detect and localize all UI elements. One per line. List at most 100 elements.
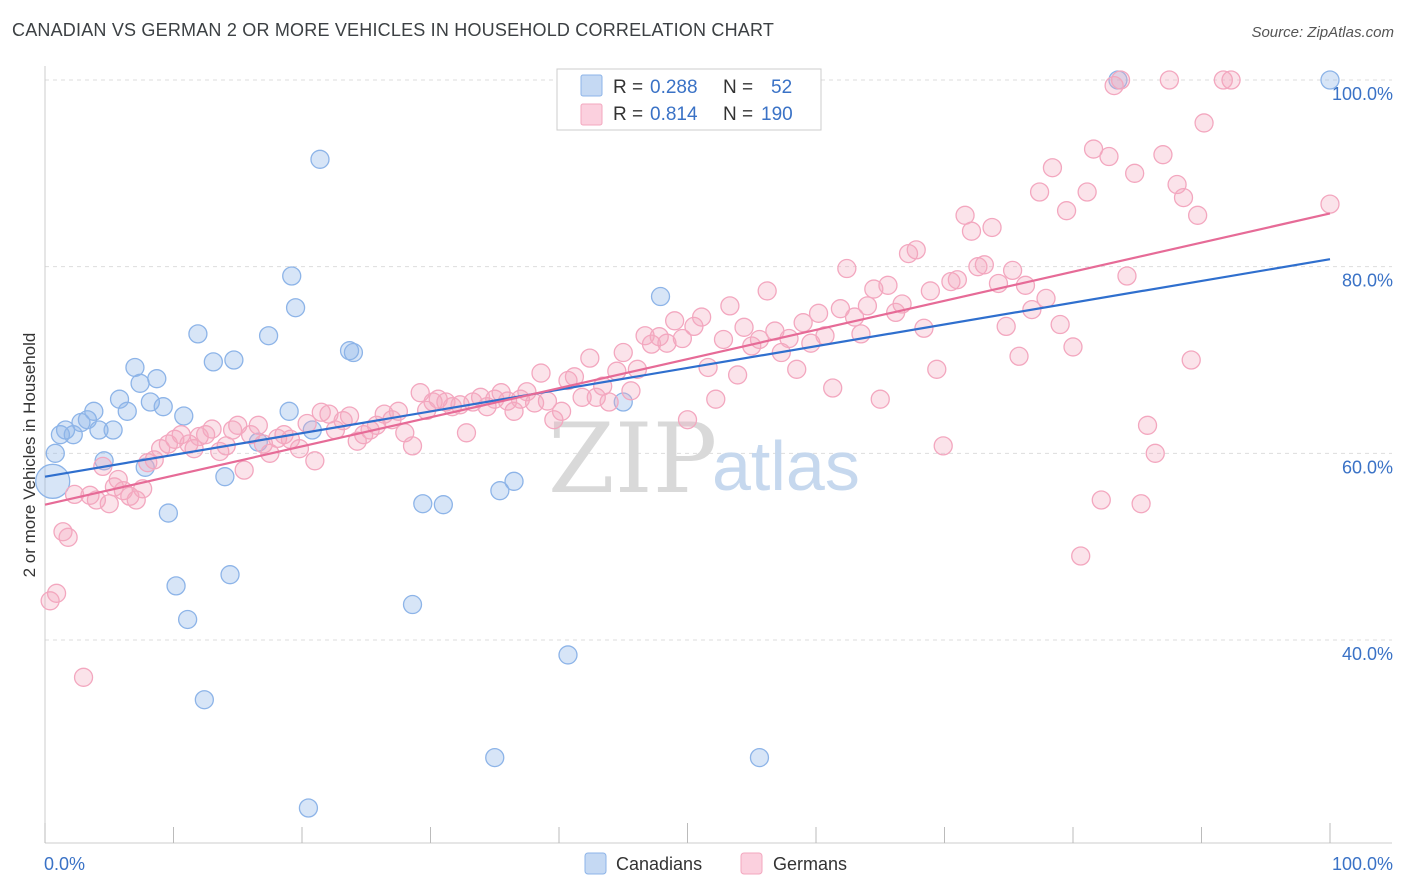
germans-point	[1071, 546, 1091, 566]
germans-point	[1137, 415, 1158, 435]
canadians-point	[63, 425, 83, 445]
canadians-point	[35, 463, 71, 499]
germans-point	[793, 313, 813, 333]
canadians-point	[84, 401, 104, 421]
canadians-point	[147, 369, 167, 389]
canadians-point	[215, 467, 235, 487]
canadians-point	[194, 690, 214, 710]
germans-point	[665, 311, 685, 331]
germans-point	[920, 281, 941, 301]
stats-r-value-canadians: 0.288	[650, 77, 698, 98]
watermark-atlas: atlas	[712, 427, 860, 505]
germans-point	[706, 389, 726, 409]
stats-box: R = 0.288 N = 52 R = 0.814 N = 190	[556, 68, 822, 131]
germans-point	[961, 221, 982, 241]
germans-point	[504, 401, 524, 421]
canadians-point	[433, 495, 454, 515]
canadians-point	[282, 266, 302, 286]
germans-point	[906, 240, 926, 260]
germans-point	[551, 401, 572, 421]
germans-point	[1002, 260, 1023, 281]
germans-point	[1036, 288, 1056, 309]
chart-title: CANADIAN VS GERMAN 2 OR MORE VEHICLES IN…	[12, 20, 775, 40]
canadians-point	[402, 594, 423, 615]
germans-point	[720, 296, 740, 316]
germans-point	[1056, 201, 1077, 221]
canadians-point	[188, 324, 208, 344]
canadians-point	[153, 397, 173, 417]
germans-point	[1153, 145, 1173, 165]
germans-point	[126, 490, 146, 510]
germans-point	[927, 359, 947, 379]
germans-point	[657, 333, 677, 353]
germans-point	[713, 329, 734, 350]
y-tick-label-40: 40.0%	[1342, 644, 1393, 664]
germans-point	[613, 342, 633, 363]
germans-point	[734, 317, 754, 337]
germans-point	[1083, 139, 1104, 159]
germans-point	[830, 299, 851, 319]
canadians-point	[1320, 70, 1340, 90]
germans-trend-line	[44, 212, 1331, 506]
germans-point	[727, 365, 748, 385]
canadians-point	[158, 503, 179, 523]
germans-point	[933, 436, 953, 456]
germans-point	[73, 667, 94, 687]
germans-point	[599, 392, 619, 412]
germans-point	[1117, 266, 1137, 286]
legend-label-germans: Germans	[773, 854, 847, 874]
germans-point	[808, 303, 829, 323]
germans-point	[580, 348, 600, 368]
stats-swatch-canadians	[580, 74, 603, 97]
germans-point	[947, 270, 967, 290]
stats-r-label-germans: R =	[613, 104, 643, 125]
germans-point	[672, 328, 693, 349]
germans-point	[1213, 70, 1233, 90]
germans-point	[1125, 163, 1145, 183]
germans-point	[402, 436, 423, 456]
germans-point	[1194, 113, 1214, 133]
germans-point	[996, 316, 1016, 337]
germans-point	[691, 307, 712, 327]
germans-point	[58, 527, 78, 547]
stats-swatch-germans	[580, 103, 603, 126]
germans-point	[974, 255, 994, 275]
germans-point	[1009, 346, 1029, 366]
trend-lines	[44, 212, 1331, 506]
source-label: Source: ZipAtlas.com	[1251, 24, 1394, 41]
stats-n-value-germans: 190	[761, 104, 793, 125]
germans-point	[1099, 146, 1119, 167]
germans-point	[1029, 182, 1050, 202]
germans-point	[1221, 70, 1241, 90]
germans-point	[641, 334, 662, 354]
legend-label-canadians: Canadians	[616, 854, 702, 874]
canadians-point	[504, 471, 524, 491]
germans-point	[53, 522, 73, 542]
germans-point	[531, 363, 551, 383]
germans-point	[787, 359, 807, 379]
canadians-point	[174, 406, 194, 426]
germans-point	[1145, 443, 1165, 463]
canadians-point	[258, 326, 279, 346]
germans-point	[982, 217, 1002, 238]
x-tick-label-max: 100.0%	[1332, 854, 1393, 874]
germans-point	[572, 387, 592, 407]
germans-point	[649, 327, 669, 347]
stats-n-label-canadians: N =	[723, 77, 753, 98]
germans-point	[1042, 158, 1063, 178]
canadians-trend-line	[44, 258, 1331, 478]
canadians-point	[310, 149, 330, 169]
stats-n-value-canadians: 52	[771, 77, 792, 98]
canadians-point	[490, 481, 510, 501]
germans-point	[456, 423, 477, 443]
canadians-point	[117, 401, 137, 421]
germans-point	[621, 381, 641, 401]
germans-point	[1015, 275, 1036, 295]
canadians-point	[89, 420, 109, 440]
series-canadians	[35, 70, 1340, 818]
canadians-point	[285, 298, 306, 318]
stats-n-label-germans: N =	[723, 104, 753, 125]
legend: Canadians Germans	[584, 852, 847, 875]
stats-r-value-germans: 0.814	[650, 104, 698, 125]
